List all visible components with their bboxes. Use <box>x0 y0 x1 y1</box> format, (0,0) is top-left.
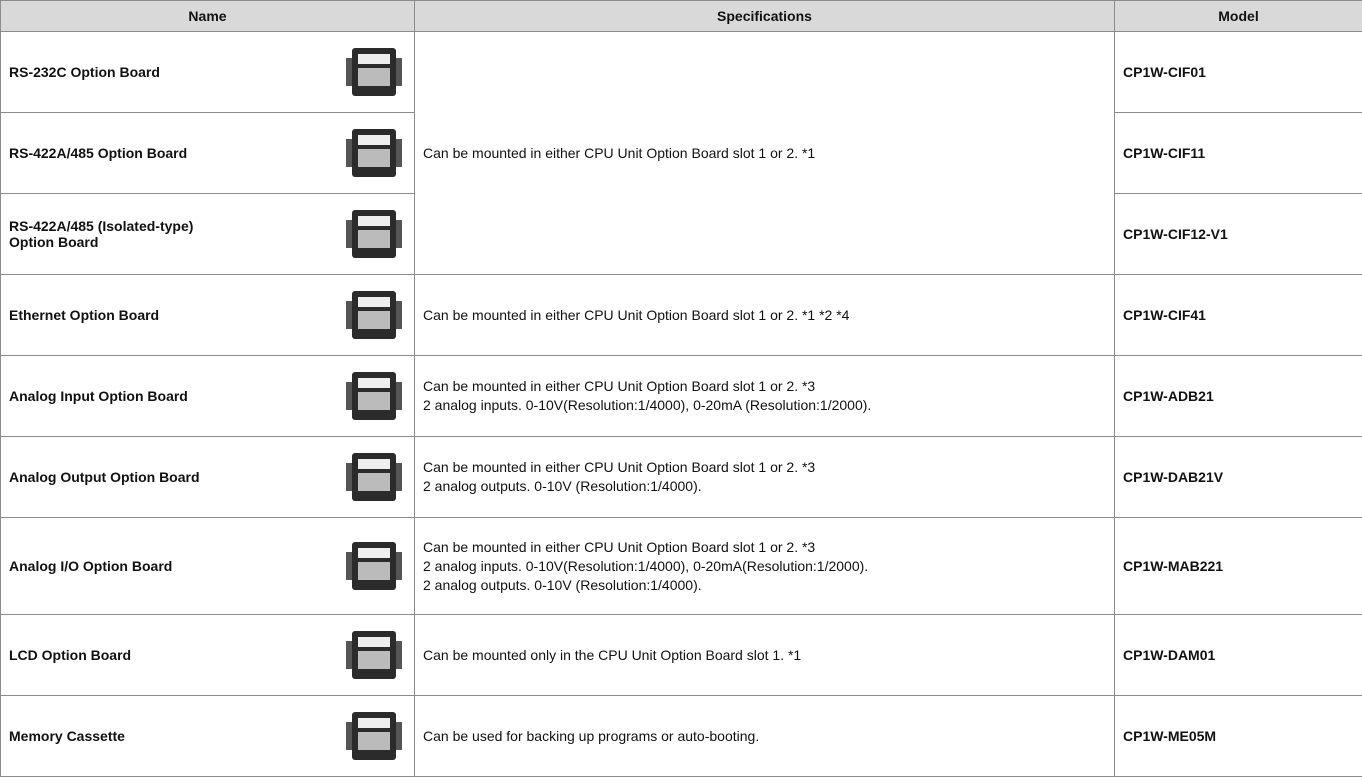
table-row: Analog Output Option Board Can be mounted… <box>0 436 1362 518</box>
table-row: Memory Cassette Can be used for backing u… <box>0 695 1362 777</box>
name-cell: RS-232C Option Board <box>0 31 415 113</box>
spec-cell: Can be mounted only in the CPU Unit Opti… <box>414 614 1115 696</box>
spec-line: 2 analog inputs. 0-10V(Resolution:1/4000… <box>423 397 872 413</box>
name-line: Analog Input Option Board <box>9 388 188 404</box>
table-row: Analog I/O Option Board Can be mounted in… <box>0 517 1362 615</box>
name-line: Option Board <box>9 234 99 250</box>
spec-line: Can be mounted in either CPU Unit Option… <box>423 378 816 394</box>
product-image <box>346 129 402 177</box>
name-cell: Analog I/O Option Board <box>0 517 415 615</box>
name-cell: Ethernet Option Board <box>0 274 415 356</box>
product-image <box>346 712 402 760</box>
name-text: RS-232C Option Board <box>9 64 299 80</box>
spec-line: Can be mounted in either CPU Unit Option… <box>423 538 816 555</box>
spec-line: Can be mounted in either CPU Unit Option… <box>423 459 816 475</box>
spec-cell: Can be mounted in either CPU Unit Option… <box>414 436 1115 518</box>
model-cell: CP1W-ADB21 <box>1114 355 1362 437</box>
name-text: Ethernet Option Board <box>9 307 299 323</box>
spec-cell: Can be mounted in either CPU Unit Option… <box>414 355 1115 437</box>
name-text: RS-422A/485 Option Board <box>9 145 299 161</box>
name-cell: RS-422A/485 (Isolated-type) Option Board <box>0 193 415 275</box>
model-cell: CP1W-DAM01 <box>1114 614 1362 696</box>
name-line: Analog Output Option Board <box>9 469 200 485</box>
header-cell: Model <box>1114 0 1362 32</box>
model-cell: CP1W-ME05M <box>1114 695 1362 777</box>
table-row: RS-232C Option Board Can be mounted in ei… <box>0 31 1362 275</box>
model-cell: CP1W-DAB21V <box>1114 436 1362 518</box>
spec-line: 2 analog outputs. 0-10V (Resolution:1/40… <box>423 478 702 494</box>
name-line: RS-422A/485 Option Board <box>9 145 188 161</box>
name-text: Analog Output Option Board <box>9 469 299 485</box>
spec-line: Can be mounted in either CPU Unit Option… <box>423 306 850 323</box>
model-cell: CP1W-CIF11 <box>1114 112 1362 194</box>
product-image <box>346 453 402 501</box>
spec-cell: Can be mounted in either CPU Unit Option… <box>414 517 1115 615</box>
name-text: Memory Cassette <box>9 728 299 744</box>
name-cell: LCD Option Board <box>0 614 415 696</box>
table-row: RS-422A/485 (Isolated-type) Option Board C… <box>0 193 1362 275</box>
product-image <box>346 48 402 96</box>
table-row: LCD Option Board Can be mounted only in t… <box>0 614 1362 696</box>
product-image <box>346 372 402 420</box>
spec-cell: Can be used for backing up programs or a… <box>414 695 1115 777</box>
spec-cell: Can be mounted in either CPU Unit Option… <box>414 274 1115 356</box>
table-row: Ethernet Option Board Can be mounted in e… <box>0 274 1362 356</box>
name-line: Ethernet Option Board <box>9 307 160 323</box>
spec-line: Can be used for backing up programs or a… <box>423 727 760 744</box>
name-line: RS-232C Option Board <box>9 64 160 80</box>
name-cell: Analog Input Option Board <box>0 355 415 437</box>
product-image <box>346 291 402 339</box>
model-cell: CP1W-CIF01 <box>1114 31 1362 113</box>
spec-line: 2 analog outputs. 0-10V (Resolution:1/40… <box>423 576 702 593</box>
product-image <box>346 542 402 590</box>
header-row: Name Specifications Model <box>0 0 1362 32</box>
spec-line: Can be mounted in either CPU Unit Option… <box>423 144 816 161</box>
name-text: RS-422A/485 (Isolated-type) Option Board <box>9 218 299 250</box>
name-line: LCD Option Board <box>9 647 132 663</box>
spec-line: Can be mounted only in the CPU Unit Opti… <box>423 646 802 663</box>
name-cell: Memory Cassette <box>0 695 415 777</box>
product-image <box>346 631 402 679</box>
name-line: RS-422A/485 (Isolated-type) <box>9 218 194 234</box>
spec-line: 2 analog inputs. 0-10V(Resolution:1/4000… <box>423 557 869 574</box>
model-cell: CP1W-CIF41 <box>1114 274 1362 356</box>
name-text: LCD Option Board <box>9 647 299 663</box>
name-text: Analog Input Option Board <box>9 388 299 404</box>
name-line: Analog I/O Option Board <box>9 558 173 574</box>
name-cell: Analog Output Option Board <box>0 436 415 518</box>
header-cell: Name <box>0 0 415 32</box>
model-cell: CP1W-MAB221 <box>1114 517 1362 615</box>
name-text: Analog I/O Option Board <box>9 558 299 574</box>
name-cell: RS-422A/485 Option Board <box>0 112 415 194</box>
model-cell: CP1W-CIF12-V1 <box>1114 193 1362 275</box>
product-image <box>346 210 402 258</box>
table-body: RS-232C Option Board Can be mounted in ei… <box>0 31 1362 777</box>
spec-cell: Can be mounted in either CPU Unit Option… <box>414 31 1115 275</box>
name-line: Memory Cassette <box>9 728 125 744</box>
table-row: Analog Input Option Board Can be mounted … <box>0 355 1362 437</box>
header-cell: Specifications <box>414 0 1115 32</box>
